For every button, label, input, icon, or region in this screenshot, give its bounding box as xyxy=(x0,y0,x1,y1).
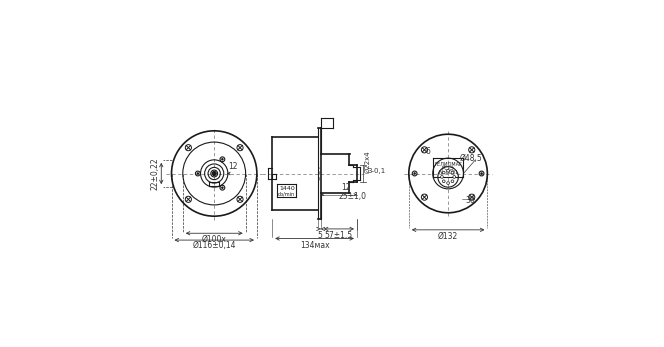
Circle shape xyxy=(197,173,199,174)
Text: Ø100x: Ø100x xyxy=(202,235,226,244)
Circle shape xyxy=(451,171,454,174)
Text: Ø48,5: Ø48,5 xyxy=(459,154,482,163)
Text: 6: 6 xyxy=(425,147,430,156)
Circle shape xyxy=(442,180,445,183)
Circle shape xyxy=(453,176,456,178)
Text: Ø22x4: Ø22x4 xyxy=(365,150,371,173)
Text: № 0001: № 0001 xyxy=(438,170,457,176)
Circle shape xyxy=(442,171,445,174)
Text: 134маx: 134маx xyxy=(299,240,329,249)
Text: 12: 12 xyxy=(228,162,238,171)
Circle shape xyxy=(481,173,482,174)
Text: 57±1,5: 57±1,5 xyxy=(325,231,353,240)
Circle shape xyxy=(222,187,223,188)
Circle shape xyxy=(212,171,216,176)
Circle shape xyxy=(210,170,218,177)
Circle shape xyxy=(414,173,415,174)
Circle shape xyxy=(441,176,444,178)
Text: Ø116±0,14: Ø116±0,14 xyxy=(193,242,236,251)
Circle shape xyxy=(447,169,450,172)
Text: 25±1,0: 25±1,0 xyxy=(339,192,367,201)
Text: 12: 12 xyxy=(341,183,351,192)
Text: 22±0,22: 22±0,22 xyxy=(151,157,159,190)
Text: Ø132: Ø132 xyxy=(438,231,458,240)
Text: 5: 5 xyxy=(317,231,322,240)
Circle shape xyxy=(222,159,223,160)
Text: 30: 30 xyxy=(465,196,475,205)
Text: 1440: 1440 xyxy=(279,186,295,191)
Text: ob/min: ob/min xyxy=(278,192,295,196)
Text: 3-0,1: 3-0,1 xyxy=(367,168,385,174)
Circle shape xyxy=(451,180,454,183)
Circle shape xyxy=(447,182,450,184)
Text: РС-Э: РС-Э xyxy=(442,166,455,171)
Text: ГЕЛИОМАГ: ГЕЛИОМАГ xyxy=(434,162,462,167)
